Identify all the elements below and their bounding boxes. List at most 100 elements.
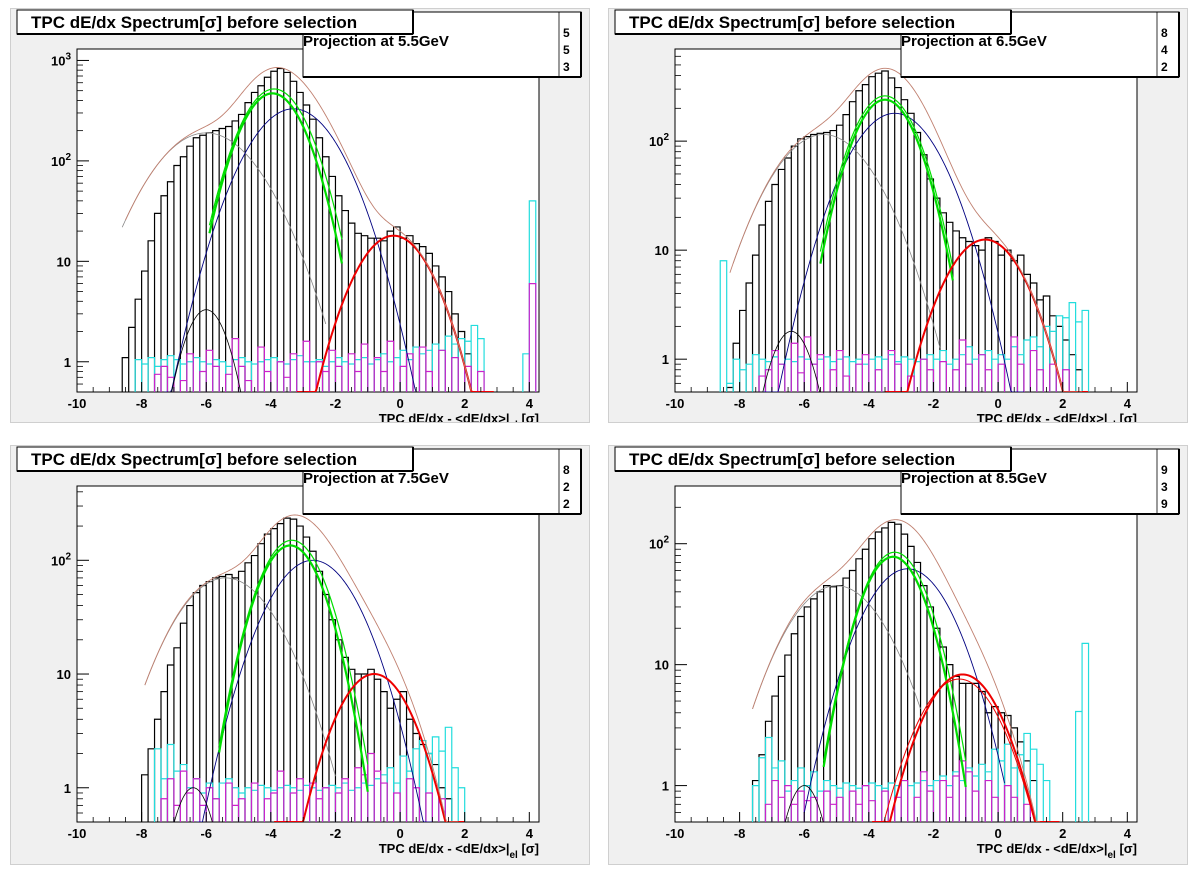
- chart-title: TPC dE/dx Spectrum[σ] before selection: [629, 13, 955, 32]
- x-tick-label: -2: [928, 826, 940, 841]
- fit-curve-total: [752, 519, 1041, 822]
- chart-title: TPC dE/dx Spectrum[σ] before selection: [629, 450, 955, 469]
- fit-curve-total: [729, 67, 1083, 392]
- stats-value: 2: [563, 497, 570, 511]
- stats-value: 3: [1161, 480, 1168, 494]
- stats-value: 5: [563, 26, 570, 40]
- y-tick-label: 102: [649, 132, 669, 149]
- x-tick-label: 2: [461, 826, 468, 841]
- x-tick-label: 2: [461, 396, 468, 411]
- chart-title: TPC dE/dx Spectrum[σ] before selection: [31, 450, 357, 469]
- y-tick-label: 103: [51, 51, 71, 68]
- x-tick-label: -8: [734, 826, 746, 841]
- x-tick-label: -4: [265, 396, 277, 411]
- fit-curve-proton: [803, 568, 1005, 813]
- fit-curve-kaon: [144, 577, 336, 777]
- series-cyan_hist-hist: [134, 200, 537, 392]
- stats-label: Projection at 6.5GeV: [901, 33, 1047, 50]
- series-magenta_hist-hist: [758, 336, 1070, 392]
- plot-area: [719, 67, 1090, 392]
- x-tick-label: 4: [1124, 826, 1132, 841]
- y-tick-label: 10: [57, 667, 71, 682]
- stats-value: 9: [1161, 497, 1168, 511]
- series-cyan_hist-hist: [751, 642, 1090, 822]
- stats-value: 2: [563, 480, 570, 494]
- title-box: TPC dE/dx Spectrum[σ] before selection: [16, 9, 414, 35]
- x-tick-label: 4: [526, 826, 534, 841]
- plot-area: [751, 519, 1090, 822]
- stats-value: 5: [563, 43, 570, 57]
- stats-label: Projection at 5.5GeV: [303, 33, 449, 50]
- fit-curve-proton: [762, 112, 1024, 392]
- fit-curve-kaon: [732, 134, 941, 348]
- x-tick-label: 4: [1124, 396, 1132, 411]
- x-tick-label: -10: [666, 396, 685, 411]
- plot-area: [121, 67, 537, 392]
- x-tick-label: 0: [994, 396, 1001, 411]
- x-tick-label: 0: [396, 396, 403, 411]
- chart-title: TPC dE/dx Spectrum[σ] before selection: [31, 13, 357, 32]
- x-tick-label: 2: [1059, 826, 1066, 841]
- y-tick-label: 1: [662, 352, 669, 367]
- x-tick-label: -10: [68, 396, 87, 411]
- x-tick-label: -10: [68, 826, 87, 841]
- fit-curve-pion: [208, 88, 343, 240]
- title-box: TPC dE/dx Spectrum[σ] before selection: [16, 446, 414, 472]
- fit-curve-electron: [274, 673, 465, 822]
- x-tick-label: -2: [928, 396, 940, 411]
- y-tick-label: 1: [662, 779, 669, 794]
- pad-1: -10 -8 -6 -4 -2 0 2 4 1 10 102 103 TPC dE/dx - <dE/d…: [10, 8, 590, 423]
- y-tick-label: 10: [655, 658, 669, 673]
- stats-value: 3: [563, 60, 570, 74]
- x-axis-title: TPC dE/dx - <dE/dx>|el [σ]: [379, 841, 539, 861]
- pad-2: -10 -8 -6 -4 -2 0 2 4 1 10 102 TPC dE/dx - <dE/dx>|…: [608, 8, 1188, 423]
- stats-label: Projection at 7.5GeV: [303, 470, 449, 487]
- x-tick-label: 0: [994, 826, 1001, 841]
- x-tick-label: 0: [396, 826, 403, 841]
- x-tick-label: -4: [863, 826, 875, 841]
- title-box: TPC dE/dx Spectrum[σ] before selection: [614, 9, 1012, 35]
- pad-3: -10 -8 -6 -4 -2 0 2 4 1 10 102 TPC dE/dx - <dE/dx>|…: [10, 445, 590, 865]
- x-axis-title: TPC dE/dx - <dE/dx>|el [σ]: [977, 411, 1137, 423]
- fit-curve-kaon: [752, 585, 921, 710]
- plot-frame: [76, 485, 540, 823]
- series-data-hist: [141, 517, 453, 822]
- stats-value: 8: [563, 463, 570, 477]
- x-tick-label: -6: [200, 826, 212, 841]
- stats-value: 4: [1161, 43, 1168, 57]
- y-tick-label: 1: [64, 355, 71, 370]
- fit-curve-pion: [819, 95, 954, 268]
- fit-curve-pion: [819, 98, 954, 281]
- title-box: TPC dE/dx Spectrum[σ] before selection: [614, 446, 1012, 472]
- y-tick-label: 10: [655, 243, 669, 258]
- fit-curve-pion: [208, 92, 343, 264]
- y-tick-label: 10: [57, 254, 71, 269]
- x-tick-label: 2: [1059, 396, 1066, 411]
- x-tick-label: -4: [863, 396, 875, 411]
- x-tick-label: -4: [265, 826, 277, 841]
- fit-curve-proton: [164, 108, 417, 392]
- x-tick-label: 4: [526, 396, 534, 411]
- y-tick-label: 102: [649, 535, 669, 552]
- plot-area: [141, 514, 466, 822]
- series-data-hist: [121, 67, 472, 392]
- stats-value: 9: [1161, 463, 1168, 477]
- fit-curve-pion: [822, 555, 967, 788]
- fit-curve-deuteron: [167, 787, 223, 822]
- chart-svg: -10 -8 -6 -4 -2 0 2 4 1 10 102 103 TPC dE/dx - <dE/d…: [16, 9, 582, 422]
- stats-label: Projection at 8.5GeV: [901, 470, 1047, 487]
- fit-curve-deuteron: [752, 330, 834, 392]
- x-tick-label: -2: [330, 826, 342, 841]
- x-tick-label: -6: [798, 826, 810, 841]
- chart-svg: -10 -8 -6 -4 -2 0 2 4 1 10 102 TPC dE/dx - <dE/dx>|…: [614, 9, 1180, 423]
- x-tick-label: -2: [330, 396, 342, 411]
- chart-svg: -10 -8 -6 -4 -2 0 2 4 1 10 102 TPC dE/dx - <dE/dx>|…: [16, 446, 582, 861]
- y-tick-label: 102: [51, 551, 71, 568]
- fit-curve-total: [125, 67, 472, 391]
- y-tick-label: 102: [51, 152, 71, 169]
- fit-curve-deuteron: [167, 309, 245, 392]
- x-tick-label: -6: [798, 396, 810, 411]
- series-magenta_hist-hist: [153, 283, 537, 392]
- chart-svg: -10 -8 -6 -4 -2 0 2 4 1 10 102 TPC dE/dx - <dE/dx>|…: [614, 446, 1180, 861]
